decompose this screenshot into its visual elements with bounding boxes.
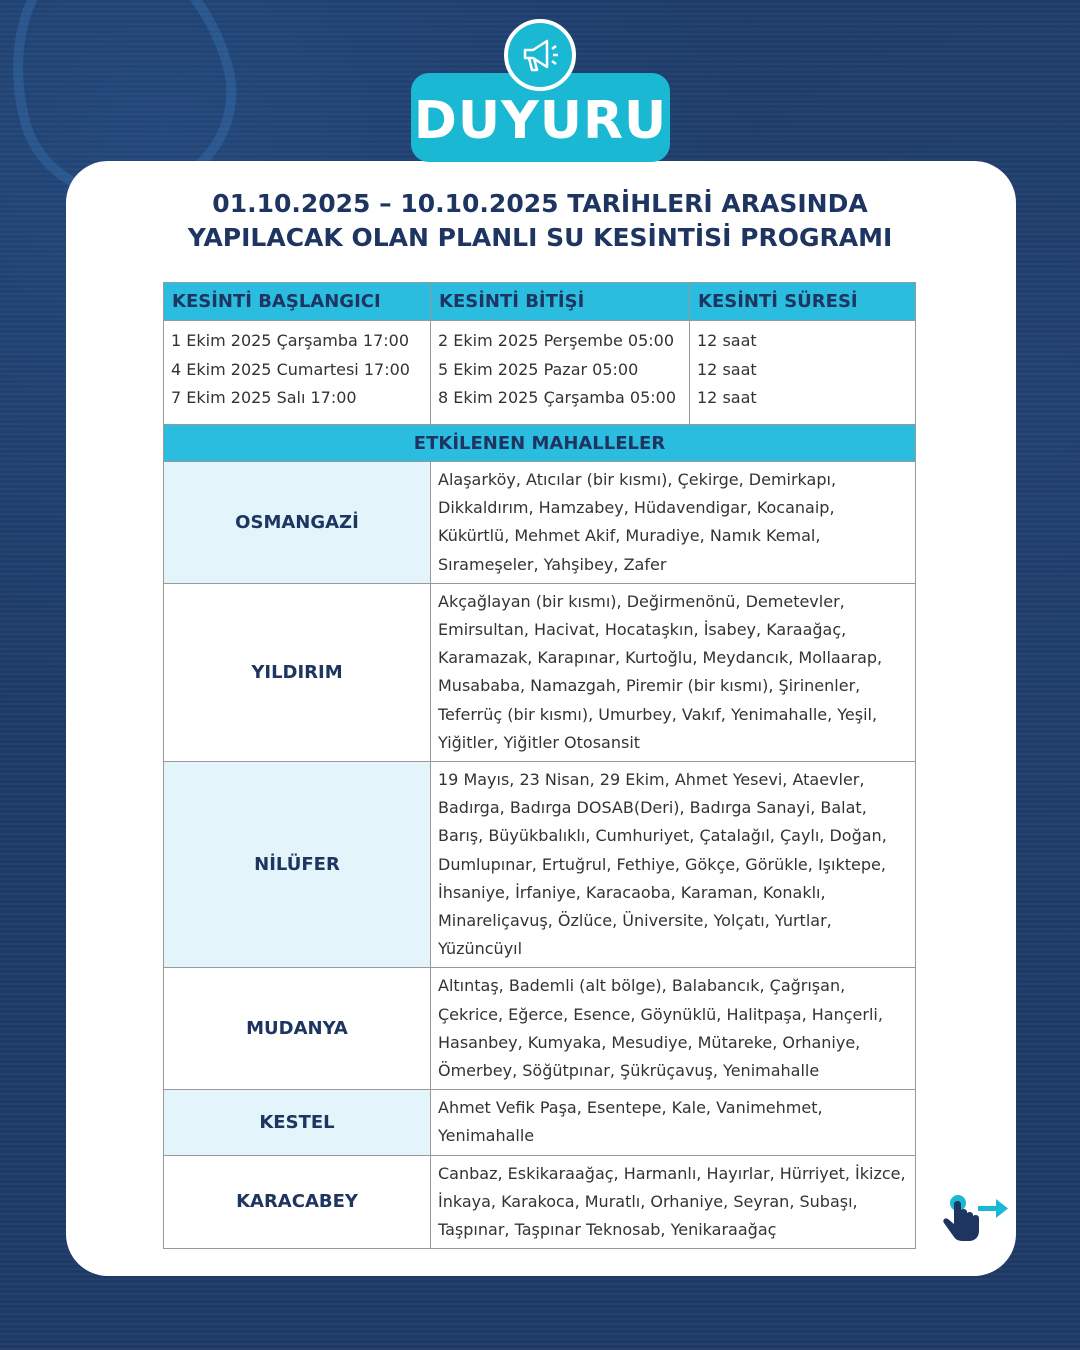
duration: 12 saat [697, 388, 757, 407]
region-row: OSMANGAZİ Alaşarköy, Atıcılar (bir kısmı)… [163, 461, 916, 584]
affected-heading: ETKİLENEN MAHALLELER [163, 424, 916, 462]
region-areas: Ahmet Vefik Paşa, Esentepe, Kale, Vanime… [430, 1089, 916, 1156]
region-name: MUDANYA [163, 967, 431, 1091]
outage-table: KESİNTİ BAŞLANGICI KESİNTİ BİTİŞİ KESİNT… [163, 282, 916, 1250]
swipe-right-icon [938, 1190, 1013, 1249]
region-name: KARACABEY [163, 1154, 431, 1250]
schedule-header-row: KESİNTİ BAŞLANGICI KESİNTİ BİTİŞİ KESİNT… [163, 282, 916, 321]
end-time: 8 Ekim 2025 Çarşamba 05:00 [438, 388, 676, 407]
end-time: 2 Ekim 2025 Perşembe 05:00 [438, 331, 675, 350]
region-areas: Canbaz, Eskikaraağaç, Harmanlı, Hayırlar… [430, 1154, 916, 1250]
region-row: MUDANYA Altıntaş, Bademli (alt bölge), Ba… [163, 967, 916, 1091]
duration: 12 saat [697, 359, 757, 379]
region-row: YILDIRIM Akçağlayan (bir kısmı), Değirmen… [163, 582, 916, 763]
durations: 12 saat 12 saat 12 saat [689, 320, 916, 425]
region-row: KARACABEY Canbaz, Eskikaraağaç, Harmanlı,… [163, 1154, 916, 1250]
region-row: NİLÜFER 19 Mayıs, 23 Nisan, 29 Ekim, Ahme… [163, 761, 916, 969]
start-time: 4 Ekim 2025 Cumartesi 17:00 [171, 359, 410, 379]
title-line-2: YAPILACAK OLAN PLANLI SU KESİNTİSİ PROGR… [187, 223, 893, 252]
region-name: KESTEL [163, 1089, 431, 1156]
schedule-row: 1 Ekim 2025 Çarşamba 17:00 4 Ekim 2025 Cu… [163, 320, 916, 425]
start-times: 1 Ekim 2025 Çarşamba 17:00 4 Ekim 2025 Cu… [163, 320, 431, 425]
region-areas: Alaşarköy, Atıcılar (bir kısmı), Çekirge… [430, 461, 916, 584]
megaphone-icon [504, 19, 576, 91]
duration: 12 saat [697, 331, 757, 350]
region-areas: Altıntaş, Bademli (alt bölge), Balabancı… [430, 967, 916, 1091]
column-header-start: KESİNTİ BAŞLANGICI [163, 282, 431, 321]
region-row: KESTEL Ahmet Vefik Paşa, Esentepe, Kale, … [163, 1089, 916, 1156]
column-header-end: KESİNTİ BİTİŞİ [430, 282, 690, 321]
column-header-duration: KESİNTİ SÜRESİ [689, 282, 916, 321]
start-time: 7 Ekim 2025 Salı 17:00 [171, 388, 357, 407]
region-name: OSMANGAZİ [163, 461, 431, 584]
page-title: 01.10.2025 – 10.10.2025 TARİHLERİ ARASIN… [160, 187, 920, 255]
region-name: NİLÜFER [163, 761, 431, 969]
region-areas: 19 Mayıs, 23 Nisan, 29 Ekim, Ahmet Yesev… [430, 761, 916, 969]
region-name: YILDIRIM [163, 582, 431, 763]
region-areas: Akçağlayan (bir kısmı), Değirmenönü, Dem… [430, 582, 916, 763]
start-time: 1 Ekim 2025 Çarşamba 17:00 [171, 331, 409, 350]
end-times: 2 Ekim 2025 Perşembe 05:00 5 Ekim 2025 Pa… [430, 320, 690, 425]
end-time: 5 Ekim 2025 Pazar 05:00 [438, 359, 639, 379]
title-line-1: 01.10.2025 – 10.10.2025 TARİHLERİ ARASIN… [212, 189, 868, 218]
